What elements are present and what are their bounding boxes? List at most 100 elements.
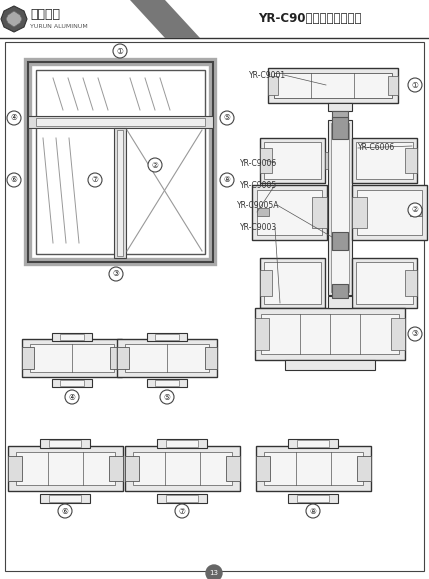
Circle shape <box>220 111 234 125</box>
Bar <box>312 197 327 228</box>
Bar <box>331 123 349 292</box>
Bar <box>297 495 329 502</box>
Bar <box>268 68 398 103</box>
Bar <box>264 262 321 304</box>
Text: ⑦: ⑦ <box>178 507 185 515</box>
Bar <box>352 185 427 240</box>
Bar <box>30 344 114 372</box>
Bar <box>252 185 327 240</box>
Bar <box>8 456 22 481</box>
Bar <box>8 446 123 491</box>
Text: 13: 13 <box>209 570 218 576</box>
Text: YR-C6006: YR-C6006 <box>358 144 395 152</box>
Polygon shape <box>6 11 22 27</box>
Text: ③: ③ <box>411 329 418 339</box>
Bar <box>133 452 232 485</box>
Bar <box>285 360 375 370</box>
Text: ⑥: ⑥ <box>62 507 69 515</box>
Bar <box>328 120 352 295</box>
Bar <box>332 284 348 298</box>
Text: YR-C9003: YR-C9003 <box>240 223 277 233</box>
Text: ①: ① <box>411 80 418 90</box>
Bar <box>356 142 413 179</box>
Bar <box>332 111 348 123</box>
Circle shape <box>58 504 72 518</box>
Circle shape <box>7 173 21 187</box>
Bar <box>357 190 422 235</box>
Bar <box>328 103 352 111</box>
Bar <box>261 314 399 354</box>
Bar <box>52 333 92 341</box>
Polygon shape <box>1 6 27 32</box>
Bar <box>255 308 405 360</box>
Text: ⑤: ⑤ <box>163 393 170 401</box>
Bar <box>256 446 371 491</box>
Bar <box>356 262 413 304</box>
Bar <box>40 494 90 503</box>
Bar <box>256 456 270 481</box>
Text: YR-C9005: YR-C9005 <box>240 181 277 189</box>
Text: YR-C9005A: YR-C9005A <box>237 200 280 210</box>
Bar <box>114 128 126 258</box>
Text: YR-C90平开窗系列装配图: YR-C90平开窗系列装配图 <box>258 13 362 25</box>
Bar <box>49 440 81 447</box>
Bar <box>52 379 92 387</box>
Bar <box>22 347 34 369</box>
Text: 余润铝业: 余润铝业 <box>30 8 60 20</box>
Bar <box>352 258 417 308</box>
Text: ②: ② <box>151 160 158 170</box>
Bar <box>357 456 371 481</box>
Bar <box>16 452 115 485</box>
Bar <box>40 439 90 448</box>
Bar <box>157 494 207 503</box>
Bar <box>60 380 84 386</box>
Circle shape <box>220 173 234 187</box>
Circle shape <box>175 504 189 518</box>
Bar <box>405 148 417 173</box>
Bar <box>388 76 398 95</box>
Bar <box>147 379 187 387</box>
Bar <box>352 138 417 183</box>
Bar <box>352 197 367 228</box>
Bar <box>274 73 392 98</box>
Bar <box>332 117 348 139</box>
Polygon shape <box>130 0 200 38</box>
Bar <box>49 495 81 502</box>
Text: ①: ① <box>117 46 124 56</box>
Bar <box>109 456 123 481</box>
Circle shape <box>7 111 21 125</box>
Circle shape <box>109 267 123 281</box>
Bar <box>260 258 325 308</box>
Circle shape <box>408 203 422 217</box>
Text: ⑧: ⑧ <box>224 175 230 185</box>
Text: YR-C9006: YR-C9006 <box>240 159 277 167</box>
Bar <box>260 270 272 296</box>
Bar <box>264 142 321 179</box>
Text: ⑥: ⑥ <box>11 175 18 185</box>
Bar <box>155 334 179 340</box>
Bar <box>28 62 213 262</box>
Circle shape <box>160 390 174 404</box>
Circle shape <box>88 173 102 187</box>
Bar <box>328 296 352 308</box>
Bar <box>297 440 329 447</box>
Text: ④: ④ <box>11 113 18 123</box>
Circle shape <box>148 158 162 172</box>
Bar <box>405 270 417 296</box>
Bar <box>264 452 363 485</box>
Bar <box>36 118 205 126</box>
Bar <box>255 318 269 350</box>
Bar <box>60 334 84 340</box>
Bar <box>288 494 338 503</box>
Bar <box>166 440 198 447</box>
Bar <box>117 130 123 256</box>
Text: ②: ② <box>411 206 418 214</box>
Text: ⑦: ⑦ <box>91 175 98 185</box>
Bar <box>260 138 325 183</box>
Circle shape <box>408 78 422 92</box>
Bar <box>157 439 207 448</box>
Circle shape <box>206 565 222 579</box>
Bar <box>288 439 338 448</box>
Bar <box>260 148 272 173</box>
Bar <box>125 344 209 372</box>
